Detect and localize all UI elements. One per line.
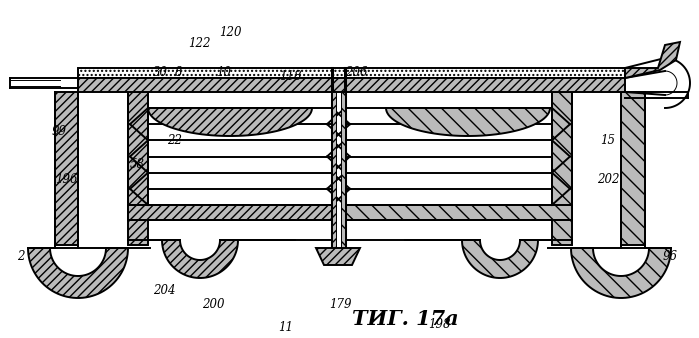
Polygon shape	[341, 92, 345, 248]
Polygon shape	[316, 248, 360, 265]
Text: 202: 202	[597, 173, 619, 186]
Polygon shape	[332, 92, 336, 248]
Polygon shape	[386, 108, 550, 136]
Text: 122: 122	[188, 38, 210, 50]
Text: ΤИГ. 17а: ΤИГ. 17а	[352, 309, 459, 330]
Polygon shape	[345, 205, 572, 220]
Polygon shape	[28, 248, 128, 298]
Text: 200: 200	[202, 298, 224, 311]
Text: 120: 120	[219, 26, 242, 39]
Polygon shape	[78, 78, 625, 92]
Polygon shape	[55, 92, 78, 245]
Polygon shape	[621, 92, 645, 245]
Text: 2: 2	[17, 250, 24, 263]
Text: 96: 96	[662, 250, 677, 263]
Text: 198: 198	[428, 318, 450, 331]
Text: 204: 204	[153, 284, 175, 296]
Text: 179: 179	[329, 298, 352, 311]
Polygon shape	[625, 42, 680, 78]
Polygon shape	[162, 240, 238, 278]
Text: 196: 196	[55, 173, 78, 186]
Polygon shape	[571, 248, 671, 298]
Polygon shape	[128, 92, 148, 245]
Polygon shape	[128, 205, 332, 220]
Polygon shape	[552, 92, 572, 245]
Text: 206: 206	[345, 66, 368, 79]
Polygon shape	[148, 108, 312, 136]
Text: 58: 58	[130, 159, 145, 171]
Text: 30: 30	[153, 66, 168, 79]
Text: 8: 8	[175, 66, 182, 79]
Text: 11: 11	[278, 321, 293, 334]
Polygon shape	[78, 68, 625, 78]
Text: 15: 15	[600, 134, 616, 147]
Text: 22: 22	[167, 134, 182, 147]
Text: 99: 99	[52, 125, 67, 138]
Text: 10: 10	[216, 66, 231, 79]
Text: 118: 118	[279, 70, 301, 82]
Polygon shape	[462, 240, 538, 278]
